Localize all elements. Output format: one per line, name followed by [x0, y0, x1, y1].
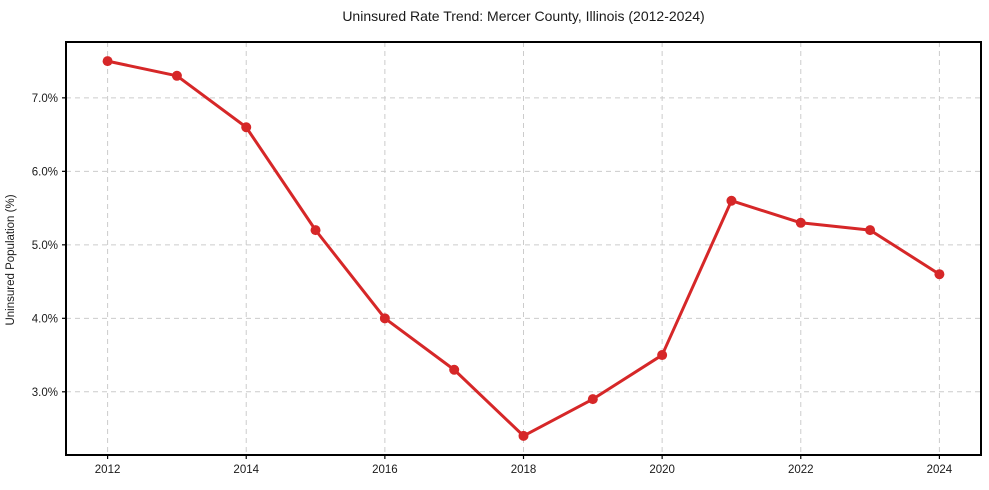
x-tick-label: 2024 — [927, 464, 953, 476]
data-point-marker — [518, 430, 529, 441]
y-tick-label: 6.0% — [32, 166, 58, 178]
y-tick-label: 4.0% — [32, 313, 58, 325]
data-point-marker — [865, 225, 876, 236]
data-point-marker — [934, 269, 945, 280]
y-tick-label: 3.0% — [32, 387, 58, 399]
data-point-marker — [449, 364, 460, 375]
data-point-marker — [102, 56, 113, 67]
x-tick-label: 2022 — [788, 464, 814, 476]
data-point-marker — [726, 195, 737, 206]
data-point-marker — [795, 217, 806, 228]
data-point-marker — [241, 122, 252, 133]
y-tick-label: 7.0% — [32, 93, 58, 105]
chart-title: Uninsured Rate Trend: Mercer County, Ill… — [342, 8, 705, 24]
y-tick-label: 5.0% — [32, 240, 58, 252]
x-tick-label: 2016 — [372, 464, 398, 476]
data-point-marker — [171, 70, 182, 81]
data-point-marker — [379, 313, 390, 324]
data-point-marker — [310, 225, 321, 236]
data-point-marker — [587, 394, 598, 405]
data-point-marker — [657, 350, 668, 361]
x-tick-label: 2018 — [511, 464, 537, 476]
y-axis-label-text: Uninsured Population (%) — [5, 194, 17, 326]
x-tick-label: 2012 — [95, 464, 121, 476]
x-tick-label: 2014 — [233, 464, 259, 476]
x-tick-label: 2020 — [649, 464, 675, 476]
